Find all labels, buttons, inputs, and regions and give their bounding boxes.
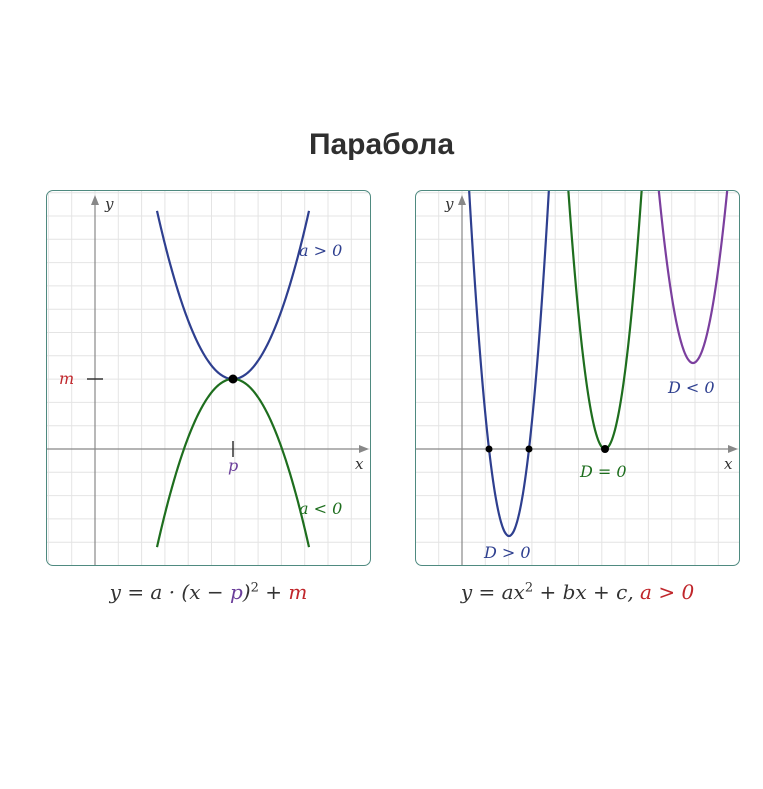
standard-form-formula: y = ax2 + bx + c, a > 0 [415, 580, 740, 604]
formula-m: m [288, 580, 308, 604]
a-negative-label: a < 0 [299, 499, 342, 518]
d-positive-label: D > 0 [483, 543, 531, 562]
parabola-d-negative [657, 191, 729, 365]
p-label: p [228, 456, 238, 475]
formula-exponent: 2 [524, 580, 534, 596]
m-label: m [59, 369, 74, 388]
discriminant-diagram: y x D > 0 D = 0 D < 0 [415, 190, 740, 566]
formula-condition: a > 0 [640, 580, 695, 604]
vertex-point [228, 374, 238, 384]
discriminant-svg: y x D > 0 D = 0 D < 0 [416, 191, 739, 565]
x-axis-arrow [359, 445, 369, 453]
x-axis-arrow [728, 445, 738, 453]
y-axis-label: y [444, 195, 454, 213]
x-axis-label: x [355, 455, 364, 473]
vertex-form-formula: y = a · (x − p)2 + m [46, 580, 371, 604]
parabola-d-positive [468, 191, 550, 538]
root-point-1 [485, 445, 493, 453]
formula-lhs: y = a · (x − [109, 580, 230, 604]
grid [416, 191, 739, 565]
parabola-a-positive [155, 210, 311, 381]
a-positive-label: a > 0 [299, 241, 342, 260]
formula-p: p [229, 580, 243, 604]
page-title: Парабола [308, 128, 455, 161]
parabola-d-zero [567, 191, 643, 451]
d-zero-label: D = 0 [579, 462, 627, 481]
formula-close: ) [242, 580, 251, 604]
root-point-2 [525, 445, 533, 453]
grid [47, 191, 370, 565]
y-axis-arrow [458, 195, 466, 205]
d-negative-label: D < 0 [667, 378, 715, 397]
formula-exponent: 2 [250, 580, 259, 596]
formula-plus: + [258, 580, 289, 604]
double-root-point [601, 445, 609, 453]
y-axis-label: y [104, 195, 114, 213]
vertex-form-svg: y x p m a > 0 a < 0 [47, 191, 370, 565]
formula-rest: + bx + c, [533, 580, 641, 604]
y-axis-arrow [91, 195, 99, 205]
formula-lhs: y = ax [460, 580, 525, 604]
vertex-form-diagram: y x p m a > 0 a < 0 [46, 190, 371, 566]
x-axis-label: x [724, 455, 733, 473]
